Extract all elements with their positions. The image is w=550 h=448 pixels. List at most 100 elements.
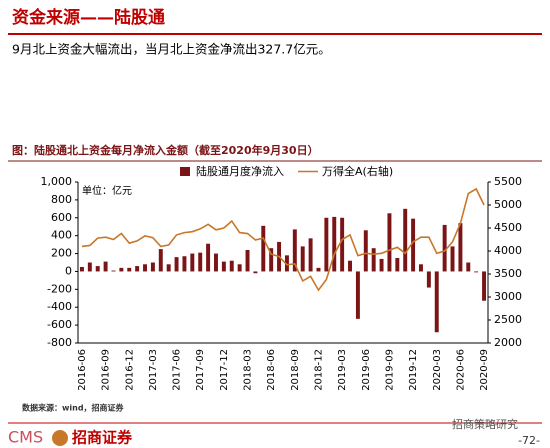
bar <box>442 224 447 272</box>
line <box>81 187 485 292</box>
bar <box>150 262 155 272</box>
logo-icon <box>52 430 68 446</box>
y2-tick-label: 3500 <box>494 267 522 280</box>
bar <box>348 260 352 272</box>
bar <box>229 260 234 272</box>
legend-label: 万得全A(右轴) <box>322 164 393 178</box>
y-tick-label: -800 <box>47 336 72 349</box>
bar <box>269 248 274 272</box>
y2-tick-label: 2000 <box>494 336 522 349</box>
bar <box>111 270 116 272</box>
bar <box>261 225 266 272</box>
bar <box>371 248 376 272</box>
x-tick-label: 2016-09 <box>101 349 112 391</box>
bar <box>419 264 423 272</box>
page-number: -72- <box>518 434 540 447</box>
x-tick-label: 2019-06 <box>361 349 372 391</box>
x-tick-label: 2020-06 <box>455 349 466 391</box>
bar <box>474 271 479 273</box>
bar <box>127 267 132 272</box>
bar <box>166 264 171 272</box>
bar <box>450 246 455 272</box>
x-tick-label: 2020-03 <box>432 349 443 391</box>
bar <box>245 249 250 272</box>
bar <box>237 264 242 272</box>
bar <box>182 256 187 272</box>
bar <box>340 217 345 272</box>
y2-tick-label: 4500 <box>494 221 522 234</box>
x-tick-label: 2017-03 <box>148 349 159 391</box>
y-tick-label: 600 <box>51 211 72 224</box>
x-tick-label: 2017-06 <box>172 349 183 391</box>
bar <box>206 243 211 272</box>
subtitle: 9月北上资金大幅流出，当月北上资金净流出327.7亿元。 <box>12 42 331 57</box>
bar <box>190 253 195 272</box>
bar <box>426 271 431 288</box>
bar <box>316 267 321 272</box>
bar <box>103 261 108 272</box>
bar <box>458 223 463 272</box>
x-tick-label: 2019-09 <box>384 349 395 391</box>
y2-tick-label: 5500 <box>494 175 522 188</box>
bar <box>95 266 100 272</box>
bar <box>119 267 124 272</box>
bar <box>434 271 439 333</box>
footer-brand: 招商策略研究 <box>452 417 518 431</box>
x-tick-label: 2018-03 <box>243 349 254 391</box>
bar <box>355 271 360 319</box>
x-tick-label: 2020-09 <box>479 349 490 391</box>
bar <box>300 246 305 272</box>
x-tick-label: 2018-09 <box>290 349 301 391</box>
x-tick-label: 2018-12 <box>313 349 324 391</box>
bar <box>292 229 297 272</box>
bar <box>466 262 471 272</box>
y-tick-label: -400 <box>47 300 72 313</box>
x-tick-label: 2016-06 <box>77 349 88 391</box>
y2-tick-label: 4000 <box>494 244 522 257</box>
y-tick-label: 200 <box>51 247 72 260</box>
y-tick-label: 800 <box>51 193 72 206</box>
footer-company: 招商证券 <box>72 429 133 447</box>
y2-tick-label: 5000 <box>494 198 522 211</box>
footer-logo: CMS <box>8 428 43 447</box>
y-tick-label: 0 <box>65 264 72 277</box>
y-tick-label: -200 <box>47 282 72 295</box>
y2-tick-label: 3000 <box>494 290 522 303</box>
bar <box>379 258 384 272</box>
bar <box>174 257 179 272</box>
bar <box>135 266 140 272</box>
x-tick-label: 2019-03 <box>337 349 348 391</box>
x-tick-label: 2017-09 <box>195 349 206 391</box>
y2-tick-label: 2500 <box>494 313 522 326</box>
legend-label: 陆股通月度净流入 <box>196 164 284 178</box>
bar <box>143 264 147 272</box>
chart-title: 图：陆股通北上资金每月净流入金额（截至2020年9月30日） <box>12 143 319 157</box>
bar <box>253 271 258 274</box>
bar <box>332 216 337 272</box>
bar <box>403 208 408 272</box>
y-tick-label: 1,000 <box>41 175 73 188</box>
bar <box>221 261 226 272</box>
x-tick-label: 2017-12 <box>219 349 230 391</box>
bar <box>387 213 392 272</box>
bar <box>87 262 92 272</box>
bar <box>158 249 163 272</box>
bar <box>198 252 203 272</box>
bar <box>79 266 84 272</box>
y-tick-label: 400 <box>51 229 72 242</box>
unit-label: 单位：亿元 <box>82 184 132 197</box>
x-tick-label: 2016-12 <box>124 349 135 391</box>
bar <box>214 253 218 272</box>
bar <box>395 258 400 272</box>
bar <box>324 217 329 272</box>
x-tick-label: 2018-06 <box>266 349 277 391</box>
bar <box>363 230 368 272</box>
bar <box>411 218 416 272</box>
source: 数据来源：wind，招商证券 <box>22 403 125 413</box>
page-title: 资金来源——陆股通 <box>12 7 165 28</box>
y-tick-label: -600 <box>47 318 72 331</box>
bar <box>482 271 487 301</box>
legend-swatch <box>180 167 190 176</box>
bar <box>284 255 289 272</box>
